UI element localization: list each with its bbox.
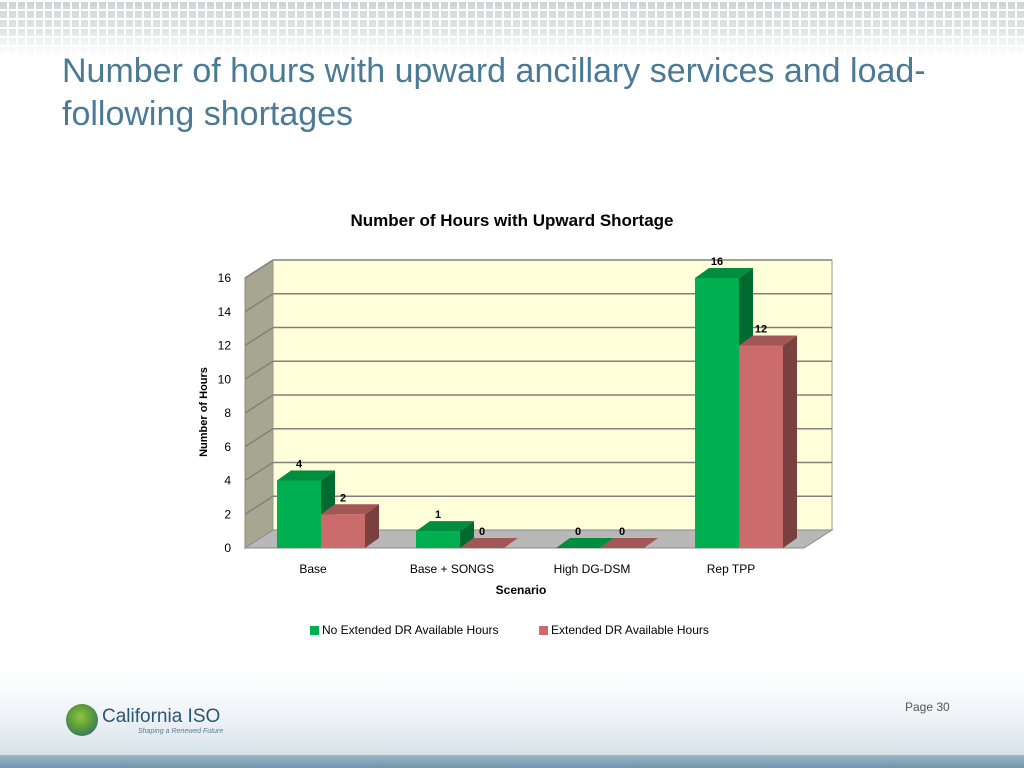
data-label: 12 (755, 324, 767, 336)
bar-extended-dr-side (365, 504, 379, 548)
y-tick-label: 4 (224, 474, 231, 488)
california-iso-logo: California ISO Shaping a Renewed Future (66, 704, 246, 744)
bar-no-extended-dr-top (556, 538, 614, 548)
y-tick-label: 10 (218, 372, 232, 386)
x-tick-label: High DG-DSM (554, 562, 631, 576)
x-tick-label: Base (299, 562, 327, 576)
data-label: 0 (619, 526, 625, 538)
header-fade (0, 30, 1024, 70)
legend-swatch-extended-dr (539, 626, 548, 635)
chart-title: Number of Hours with Upward Shortage (350, 211, 673, 230)
bar-no-extended-dr-side (460, 521, 474, 548)
data-label: 4 (296, 459, 303, 471)
gridline-side (244, 461, 274, 482)
data-label: 1 (435, 509, 441, 521)
footer-band (0, 670, 1024, 768)
bar-extended-dr-top (460, 538, 518, 548)
page-number: Page 30 (905, 700, 950, 714)
logo-globe-icon (66, 704, 98, 736)
y-tick-label: 6 (224, 440, 231, 454)
y-tick-label: 0 (224, 541, 231, 555)
gridline-side (244, 293, 274, 313)
bar-no-extended-dr-top (416, 521, 474, 532)
x-tick-label: Rep TPP (707, 562, 755, 576)
data-label: 0 (575, 526, 581, 538)
bar-extended-dr-top (600, 538, 658, 548)
gridline-side (244, 495, 274, 515)
legend-swatch-no-extended-dr (310, 626, 319, 635)
y-tick-label: 14 (218, 305, 232, 319)
bar-extended-dr-side (783, 335, 797, 548)
y-tick-label: 12 (218, 339, 232, 353)
gridline-side (244, 394, 274, 414)
x-axis-label: Scenario (496, 583, 547, 597)
gridline-side (244, 428, 274, 448)
slide-title: Number of hours with upward ancillary se… (62, 52, 926, 133)
bar-no-extended-dr (695, 278, 739, 548)
bar-extended-dr (321, 514, 365, 548)
bar-no-extended-dr (277, 480, 321, 548)
data-label: 16 (711, 256, 723, 268)
y-tick-label: 16 (218, 271, 232, 285)
bar-no-extended-dr-top (695, 268, 753, 278)
data-label: 2 (340, 492, 346, 504)
gridline-side (244, 259, 274, 279)
footer-stripe (0, 755, 1024, 768)
logo-name: California ISO (102, 706, 221, 727)
bar-no-extended-dr-top (277, 470, 335, 481)
gridline-side (244, 360, 274, 380)
y-axis-label: Number of Hours (198, 367, 210, 457)
y-tick-label: 8 (224, 406, 231, 420)
y-tick-label: 2 (224, 507, 231, 521)
bar-extended-dr-top (739, 335, 797, 346)
bar-extended-dr (739, 345, 783, 548)
x-tick-label: Base + SONGS (410, 562, 494, 576)
bar-extended-dr-top (321, 504, 379, 515)
legend-label-no-extended-dr: No Extended DR Available Hours (322, 623, 499, 637)
gridline-side (244, 326, 274, 347)
legend-label-extended-dr: Extended DR Available Hours (551, 623, 709, 637)
bar-no-extended-dr (416, 531, 460, 548)
data-label: 0 (479, 526, 485, 538)
logo-tagline: Shaping a Renewed Future (138, 728, 224, 735)
